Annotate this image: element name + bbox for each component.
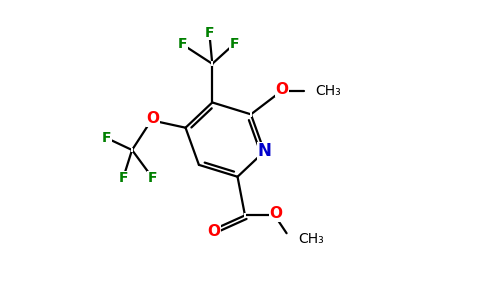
Text: N: N xyxy=(257,142,271,160)
Text: F: F xyxy=(102,131,111,145)
Text: O: O xyxy=(146,111,159,126)
Text: F: F xyxy=(148,171,158,185)
Text: O: O xyxy=(270,206,283,221)
Text: O: O xyxy=(275,82,288,97)
Text: CH₃: CH₃ xyxy=(299,232,324,246)
Text: F: F xyxy=(178,38,187,52)
Text: O: O xyxy=(207,224,220,239)
Text: F: F xyxy=(230,37,239,51)
Text: F: F xyxy=(119,171,128,185)
Text: CH₃: CH₃ xyxy=(316,84,341,98)
Text: F: F xyxy=(205,26,214,40)
